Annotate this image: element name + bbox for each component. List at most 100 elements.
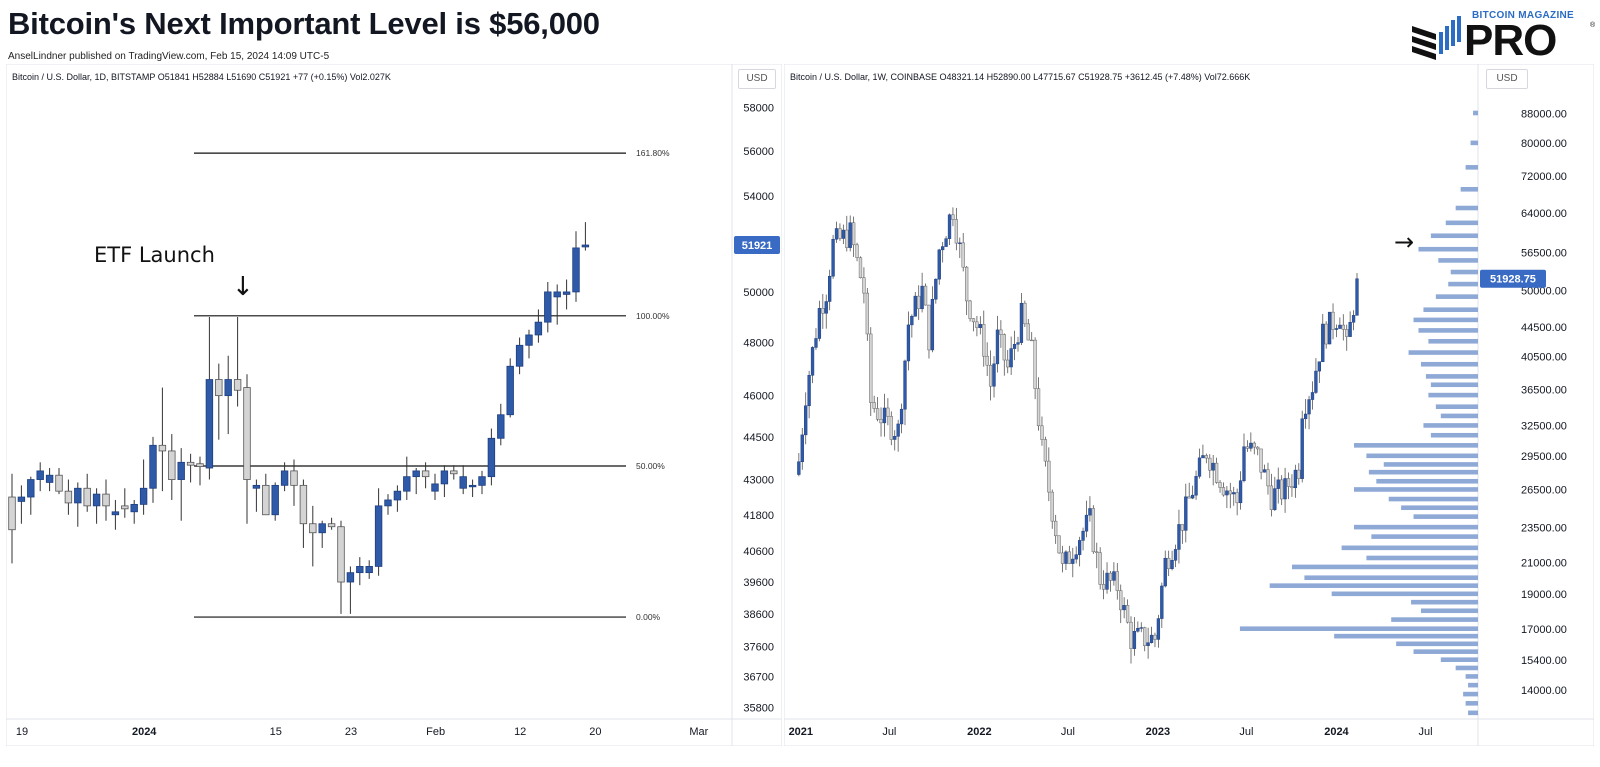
candle-body — [947, 214, 952, 239]
price-tick-label: 17000.00 — [1521, 624, 1567, 636]
volume-profile-bar — [1396, 641, 1478, 647]
candle-body — [121, 505, 129, 510]
volume-profile-bar — [1408, 350, 1478, 355]
volume-profile-bar — [1368, 469, 1478, 475]
candle-body — [964, 266, 969, 302]
candle-body — [1259, 448, 1263, 473]
candle-body — [534, 321, 543, 336]
time-tick-label: 23 — [345, 726, 357, 738]
candle-body — [1149, 634, 1154, 643]
volume-profile-bar — [1468, 710, 1478, 716]
time-tick-label: 20 — [589, 726, 601, 738]
price-tick-label: 50000 — [743, 287, 774, 299]
daily-candlestick-chart[interactable]: 5800056000540005200050000480004600044500… — [6, 64, 782, 746]
candle-body — [1016, 342, 1020, 345]
volume-profile-bar — [1354, 524, 1478, 530]
candle-body — [1314, 370, 1318, 393]
candle-body — [252, 484, 261, 489]
candle-body — [1307, 399, 1311, 415]
price-tick-label: 50000.00 — [1521, 286, 1567, 298]
candle-body — [1006, 359, 1010, 368]
candle-body — [968, 300, 972, 319]
candle-body — [459, 476, 467, 489]
time-tick-label: Jul — [1418, 726, 1432, 738]
candle-body — [838, 228, 842, 239]
candle-body — [872, 402, 876, 409]
candle-body — [1228, 490, 1232, 495]
currency-button[interactable]: USD — [738, 69, 776, 89]
daily-chart-panel[interactable]: 5800056000540005200050000480004600044500… — [6, 64, 782, 746]
candle-body — [1317, 361, 1321, 372]
candle-body — [858, 257, 863, 278]
candle-body — [1334, 328, 1339, 330]
candle-body — [562, 291, 571, 295]
candle-body — [889, 416, 893, 440]
candle-body — [992, 363, 996, 387]
etf-launch-label: ETF Launch — [94, 243, 215, 267]
candle-body — [978, 324, 982, 328]
price-tick-label: 29500.00 — [1521, 451, 1567, 463]
candle-body — [1225, 490, 1229, 496]
candle-body — [1163, 557, 1167, 587]
candle-body — [215, 379, 223, 397]
candle-body — [1002, 334, 1006, 361]
time-tick-label: 12 — [514, 726, 526, 738]
candle-body — [17, 496, 26, 502]
candle-body — [111, 511, 120, 516]
candle-body — [821, 308, 825, 314]
candle-body — [927, 304, 931, 351]
candle-body — [1204, 455, 1208, 459]
volume-profile-bar — [1366, 555, 1478, 561]
candle-body — [83, 487, 91, 507]
candle-body — [941, 246, 945, 251]
volume-profile-bar — [1371, 534, 1478, 539]
candle-body — [233, 379, 242, 391]
candle-body — [1303, 413, 1308, 420]
candle-body — [1012, 343, 1017, 349]
candle-body — [1341, 324, 1345, 330]
price-tick-label: 36700 — [743, 672, 774, 684]
price-tick-label: 35800 — [743, 703, 774, 715]
candle-body — [797, 461, 801, 475]
candle-body — [1249, 442, 1253, 449]
volume-profile-bar — [1468, 682, 1478, 688]
candle-body — [817, 308, 822, 339]
candle-body — [1156, 618, 1161, 640]
volume-profile-bar — [1438, 258, 1478, 263]
volume-profile-bar — [1465, 701, 1478, 706]
candle-body — [1293, 469, 1298, 489]
candle-body — [1160, 585, 1164, 619]
candle-body — [506, 365, 514, 416]
candle-body — [1348, 321, 1352, 337]
candle-body — [497, 414, 505, 439]
candle-body — [1177, 524, 1181, 550]
candle-body — [224, 379, 232, 397]
candle-body — [995, 329, 1000, 365]
volume-profile-bar — [1383, 462, 1478, 467]
price-tick-label: 40600 — [743, 546, 774, 558]
candle-body — [1071, 558, 1075, 564]
candle-body — [468, 484, 477, 488]
currency-button[interactable]: USD — [1486, 69, 1528, 89]
candle-body — [1036, 388, 1041, 427]
weekly-chart-panel[interactable]: 2021 Jul 2022 Jul 2023 Jul 2024 Jul 88000.00 8000… — [784, 64, 1594, 746]
price-tick-label: 64000.00 — [1521, 208, 1567, 220]
volume-profile-bar — [1292, 564, 1478, 570]
price-tick-label: 44500.00 — [1521, 322, 1567, 334]
candle-body — [1026, 323, 1030, 341]
candle-body — [1047, 460, 1051, 493]
candle-body — [168, 450, 176, 480]
time-tick-label: 2021 — [789, 726, 813, 738]
candle-body — [1101, 584, 1106, 590]
candle-body — [478, 476, 486, 486]
candle-body — [393, 490, 402, 501]
page-title: Bitcoin's Next Important Level is $56,00… — [8, 6, 600, 41]
price-tick-label: 43000 — [743, 475, 774, 487]
volume-profile-bar — [1239, 626, 1478, 631]
weekly-candlestick-chart[interactable]: 2021 Jul 2022 Jul 2023 Jul 2024 Jul 88000.00 8000… — [784, 64, 1594, 746]
volume-profile-bar — [1269, 583, 1478, 588]
time-tick-label: 2022 — [967, 726, 991, 738]
candle-body — [1310, 392, 1315, 400]
candle-body — [1211, 462, 1215, 471]
time-tick-label: Jul — [882, 726, 896, 738]
